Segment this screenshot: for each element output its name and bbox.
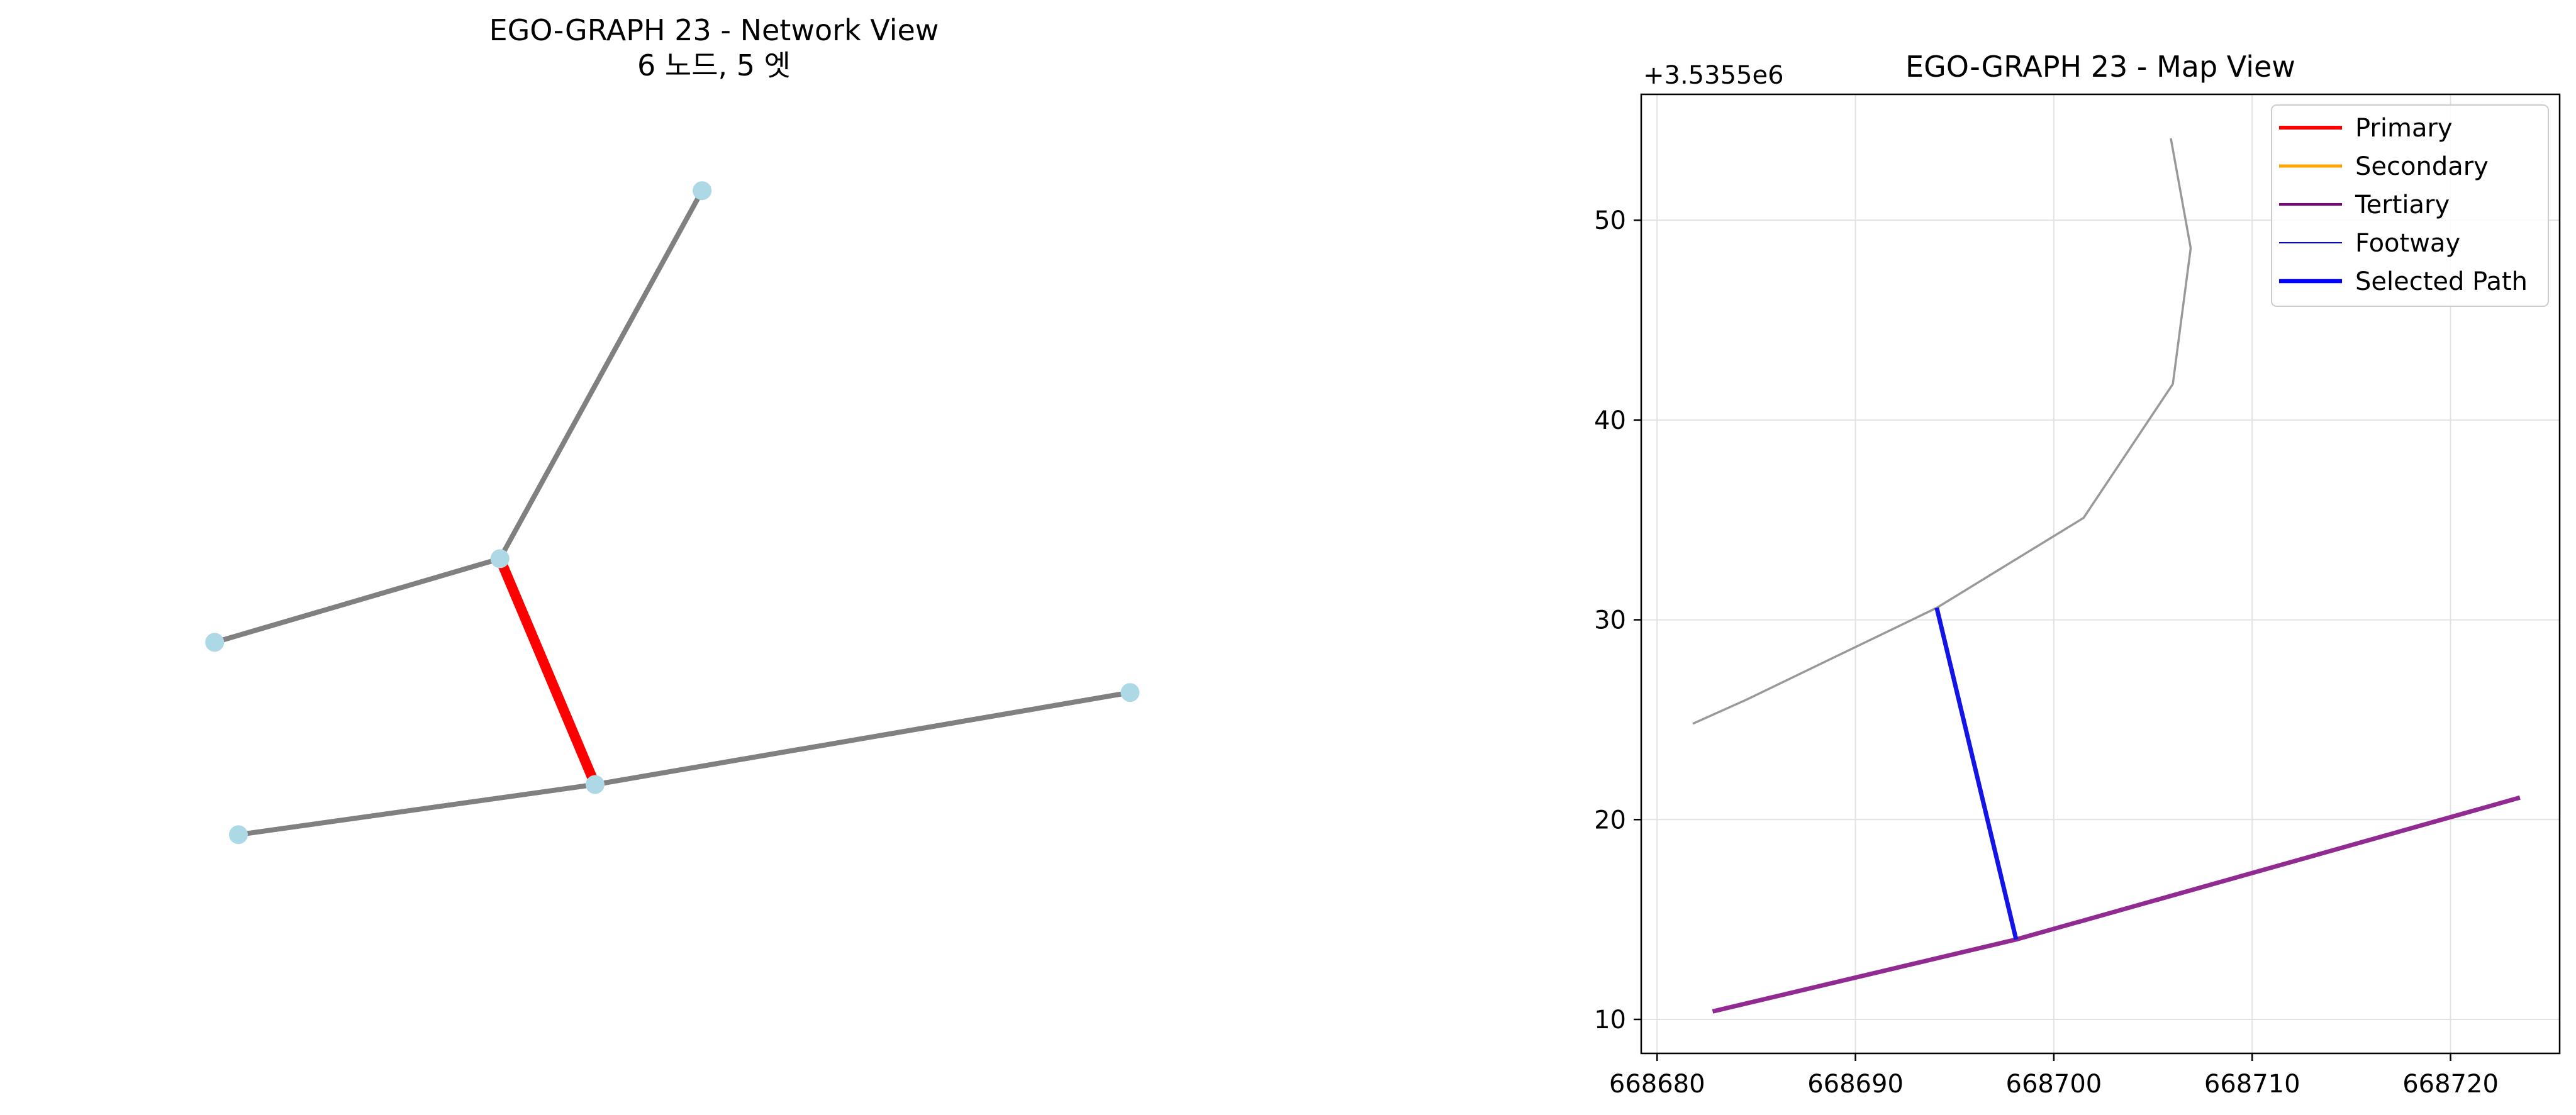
network-panel: EGO-GRAPH 23 - Network View 6 노드, 5 엣 <box>205 13 1140 845</box>
map-series <box>1692 138 2521 1014</box>
x-tick-label: 668700 <box>2006 1070 2102 1099</box>
highlighted-edge <box>495 557 600 787</box>
legend-label: Tertiary <box>2355 191 2450 219</box>
x-tick-label: 668690 <box>1807 1070 1904 1099</box>
network-node <box>490 549 510 569</box>
legend-box <box>2271 104 2549 307</box>
network-subtitle: 6 노드, 5 엣 <box>637 48 791 82</box>
network-node <box>586 775 605 794</box>
network-node <box>229 825 248 845</box>
series-line-selected <box>1934 607 2019 940</box>
network-node <box>693 181 712 201</box>
map-legend: Primary Secondary Tertiary Footway Selected … <box>2271 104 2549 307</box>
map-panel: EGO-GRAPH 23 - Map View +3.5355e6 668680… <box>1594 50 2561 1099</box>
network-node <box>1120 683 1140 702</box>
legend-label: Footway <box>2355 229 2460 258</box>
x-tick-label: 668680 <box>1609 1070 1705 1099</box>
map-axes-frame <box>1640 93 2561 1055</box>
network-edge <box>594 690 1131 787</box>
y-tick-label: 20 <box>1594 806 1626 835</box>
network-title: EGO-GRAPH 23 - Network View <box>489 13 939 47</box>
x-tick-label: 668710 <box>2204 1070 2300 1099</box>
network-edge <box>238 782 596 838</box>
y-offset-label: +3.5355e6 <box>1643 61 1784 90</box>
network-nodes <box>205 181 1140 845</box>
y-tick-label: 50 <box>1594 206 1626 235</box>
legend-label: Primary <box>2355 114 2453 143</box>
network-edges <box>214 189 1131 838</box>
network-edge <box>498 189 705 560</box>
legend-label: Selected Path <box>2355 267 2528 296</box>
x-tick-label: 668720 <box>2402 1070 2499 1099</box>
map-ticks: 668680 668690 668700 668710 668720 10 20 30 40 50 <box>1594 206 2499 1099</box>
network-edge <box>214 556 501 645</box>
series-line-tertiary <box>1712 795 2521 1014</box>
y-tick-label: 10 <box>1594 1006 1626 1035</box>
network-node <box>205 633 225 652</box>
y-tick-label: 30 <box>1594 606 1626 635</box>
legend-label: Secondary <box>2355 152 2489 181</box>
series-line-footway-gray <box>1692 138 2192 725</box>
y-tick-label: 40 <box>1594 406 1626 435</box>
map-title: EGO-GRAPH 23 - Map View <box>1905 50 2295 84</box>
